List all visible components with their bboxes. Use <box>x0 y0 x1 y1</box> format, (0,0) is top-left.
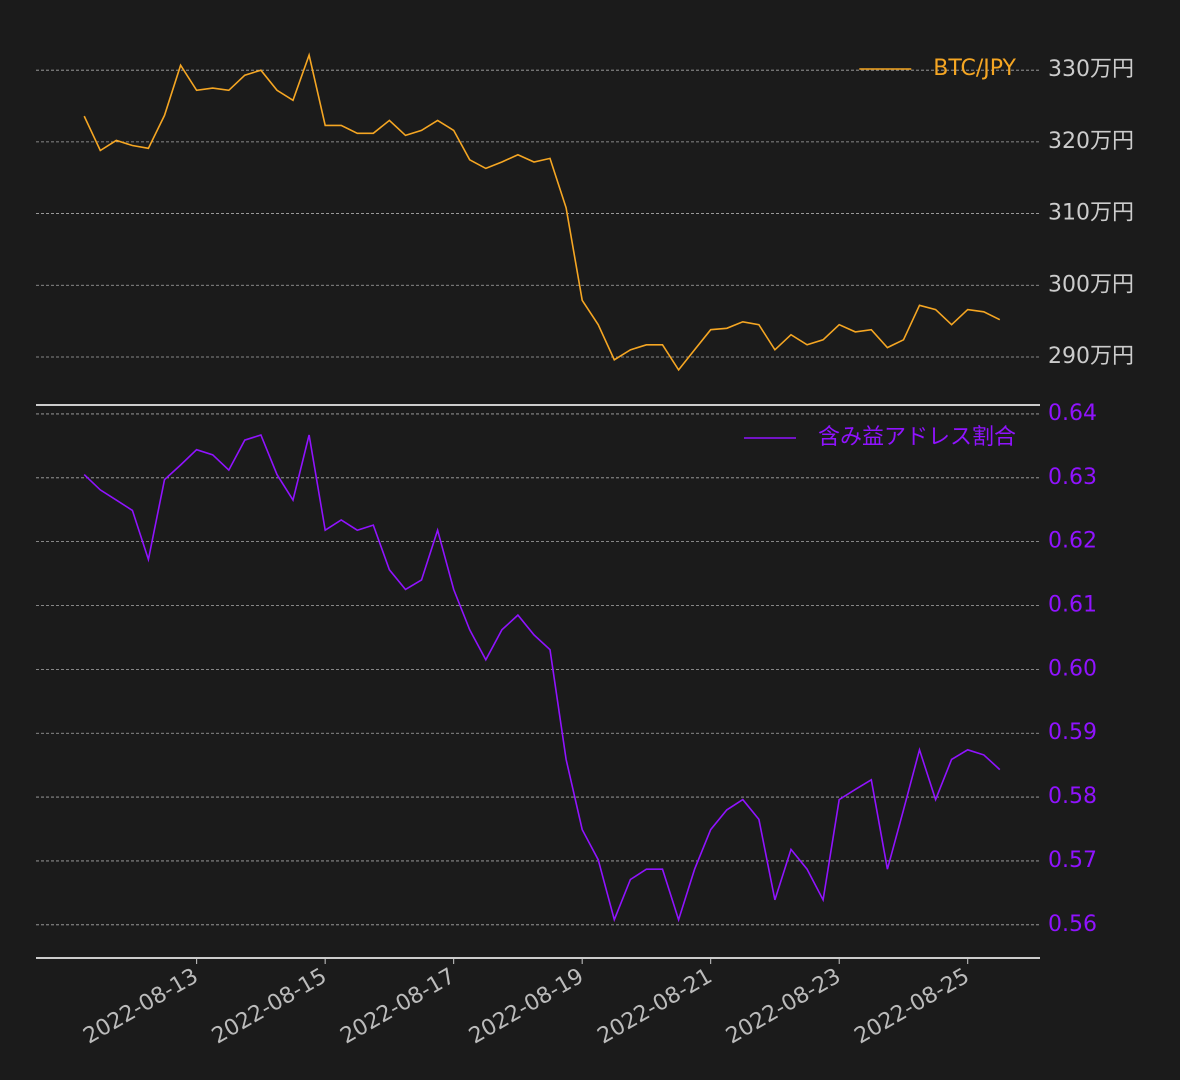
legend-label: 含み益アドレス割合 <box>818 425 1016 450</box>
legend-label: BTC/JPY <box>933 56 1016 81</box>
y-tick-label: 330万円 <box>1048 57 1134 82</box>
y-tick-label: 0.62 <box>1048 529 1097 554</box>
y-tick-label: 0.64 <box>1048 401 1097 426</box>
y-tick-label: 290万円 <box>1048 344 1134 369</box>
y-tick-label: 320万円 <box>1048 129 1134 154</box>
y-tick-label: 0.61 <box>1048 593 1097 618</box>
y-tick-label: 300万円 <box>1048 272 1134 297</box>
y-tick-label: 0.58 <box>1048 784 1097 809</box>
y-tick-label: 0.63 <box>1048 465 1097 490</box>
y-tick-label: 0.60 <box>1048 656 1097 681</box>
y-tick-label: 0.59 <box>1048 720 1097 745</box>
series-line <box>83 52 1001 372</box>
series-line <box>83 434 1001 923</box>
y-tick-label: 0.56 <box>1048 912 1097 937</box>
y-tick-label: 310万円 <box>1048 201 1134 226</box>
y-tick-label: 0.57 <box>1048 848 1097 873</box>
